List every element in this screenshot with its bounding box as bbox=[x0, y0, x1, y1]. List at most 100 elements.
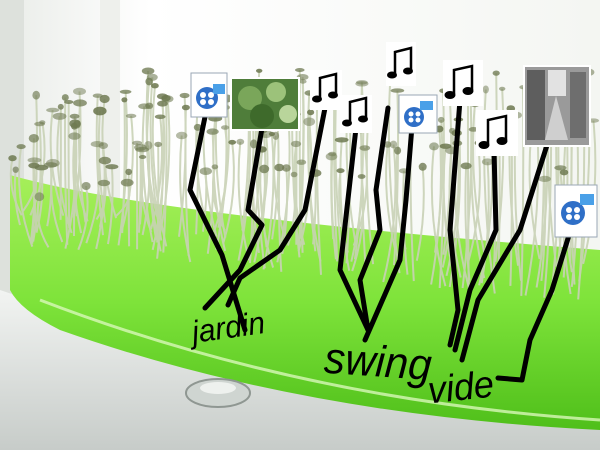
sprout-leaf bbox=[132, 140, 143, 146]
sprout-leaf bbox=[32, 90, 40, 100]
sprout-stem bbox=[157, 98, 171, 242]
sprout-leaf bbox=[92, 93, 103, 98]
sprout-leaf bbox=[221, 125, 230, 130]
sprout-stem bbox=[117, 91, 128, 246]
sprout-stem bbox=[494, 88, 505, 262]
music-note-icon bbox=[443, 60, 483, 106]
music-note-icon bbox=[476, 110, 518, 156]
sprout-leaf bbox=[228, 139, 237, 145]
sprout-leaf bbox=[282, 164, 291, 172]
sprout-leaf bbox=[105, 164, 119, 170]
sprout-leaf bbox=[307, 109, 315, 116]
sprout-stem bbox=[464, 165, 471, 281]
sprout-leaf bbox=[299, 79, 307, 84]
sprout-leaf bbox=[389, 140, 398, 149]
sprout-leaf bbox=[181, 104, 190, 111]
sprout-stem bbox=[472, 102, 487, 259]
sprout-leaf bbox=[274, 163, 285, 172]
sprout-leaf bbox=[559, 169, 569, 176]
sprout-leaf bbox=[46, 159, 60, 168]
sprout-leaf bbox=[34, 192, 45, 202]
sprout-leaf bbox=[296, 159, 307, 165]
sprout-leaf bbox=[8, 155, 17, 162]
sprout-leaf bbox=[28, 134, 40, 143]
sprout-leaf bbox=[193, 123, 202, 131]
sprout-leaf bbox=[290, 171, 298, 178]
video-file-icon bbox=[554, 184, 598, 238]
sprout-leaf bbox=[145, 77, 153, 86]
sprout-stem bbox=[330, 153, 337, 260]
sprout-leaf bbox=[383, 141, 392, 148]
sprout-leaf bbox=[151, 83, 159, 89]
sprout-leaf bbox=[134, 144, 147, 151]
sprout-leaf bbox=[121, 97, 128, 103]
sprout-leaf bbox=[28, 162, 40, 169]
label-swing: swing bbox=[322, 332, 434, 390]
sprout-leaf bbox=[61, 94, 69, 101]
sprout-stem bbox=[32, 123, 42, 242]
sprout-leaf bbox=[538, 175, 551, 182]
sprout-stem bbox=[67, 101, 71, 229]
sprout-leaf bbox=[390, 88, 405, 93]
sprout-stem bbox=[497, 147, 501, 267]
sprout-stem bbox=[253, 129, 267, 263]
sprout-leaf bbox=[138, 155, 147, 159]
sprout-stem bbox=[29, 165, 36, 242]
sprout-leaf bbox=[418, 162, 427, 171]
sprout-stem bbox=[339, 139, 351, 271]
sprout-leaf bbox=[554, 165, 567, 171]
sprout-stem bbox=[56, 116, 73, 234]
sprout-stem bbox=[17, 146, 34, 247]
sprout-stem bbox=[338, 170, 349, 253]
sprout-stem bbox=[212, 127, 229, 233]
garden-photo-thumbnail bbox=[230, 77, 300, 131]
sprout-leaf bbox=[27, 157, 42, 163]
sprout-leaf bbox=[259, 164, 270, 174]
sprout-leaf bbox=[176, 131, 188, 140]
music-note-icon bbox=[386, 42, 416, 86]
sprout-leaf bbox=[52, 112, 67, 120]
sprout-leaf bbox=[16, 144, 26, 150]
sprout-leaf bbox=[460, 162, 472, 170]
sprout-leaf bbox=[120, 178, 134, 187]
sprout-stem bbox=[262, 133, 275, 270]
sprout-leaf bbox=[336, 168, 345, 174]
sprout-leaf bbox=[272, 131, 280, 140]
sprout-leaf bbox=[295, 68, 305, 72]
sprout-stem bbox=[50, 162, 64, 243]
sprout-leaf bbox=[119, 89, 132, 94]
sprout-leaf bbox=[154, 141, 163, 147]
sprout-stem bbox=[237, 141, 250, 261]
sprout-stem bbox=[13, 169, 21, 226]
sprout-leaf bbox=[437, 116, 445, 123]
sprout-stem bbox=[480, 161, 490, 284]
sprout-leaf bbox=[73, 99, 87, 107]
video-file-icon bbox=[190, 72, 228, 118]
sprout-leaf bbox=[63, 100, 74, 104]
sprout-leaf bbox=[154, 114, 166, 120]
sprout-leaf bbox=[499, 86, 506, 91]
sprout-leaf bbox=[429, 142, 439, 151]
sprout-leaf bbox=[99, 94, 110, 104]
street-photo-thumbnail bbox=[523, 65, 591, 147]
sprout-leaf bbox=[256, 68, 263, 73]
sprout-leaf bbox=[199, 167, 212, 175]
sprout-leaf bbox=[12, 166, 19, 173]
sprout-stem bbox=[9, 157, 23, 216]
sprout-leaf bbox=[334, 137, 349, 143]
label-vide: vide bbox=[425, 361, 496, 412]
sprout-leaf bbox=[145, 102, 154, 110]
sprout-leaf bbox=[68, 132, 81, 140]
sprout-leaf bbox=[482, 85, 489, 94]
sprout-leaf bbox=[211, 164, 219, 170]
sprout-leaf bbox=[98, 156, 111, 165]
sprout-leaf bbox=[359, 145, 371, 151]
sprout-leaf bbox=[236, 138, 245, 145]
sprout-leaf bbox=[356, 80, 368, 85]
sprout-leaf bbox=[328, 151, 337, 157]
sprout-stem bbox=[120, 115, 134, 232]
sprout-leaf bbox=[73, 87, 86, 95]
sprout-leaf bbox=[97, 179, 111, 187]
sprout-stem bbox=[184, 107, 190, 256]
